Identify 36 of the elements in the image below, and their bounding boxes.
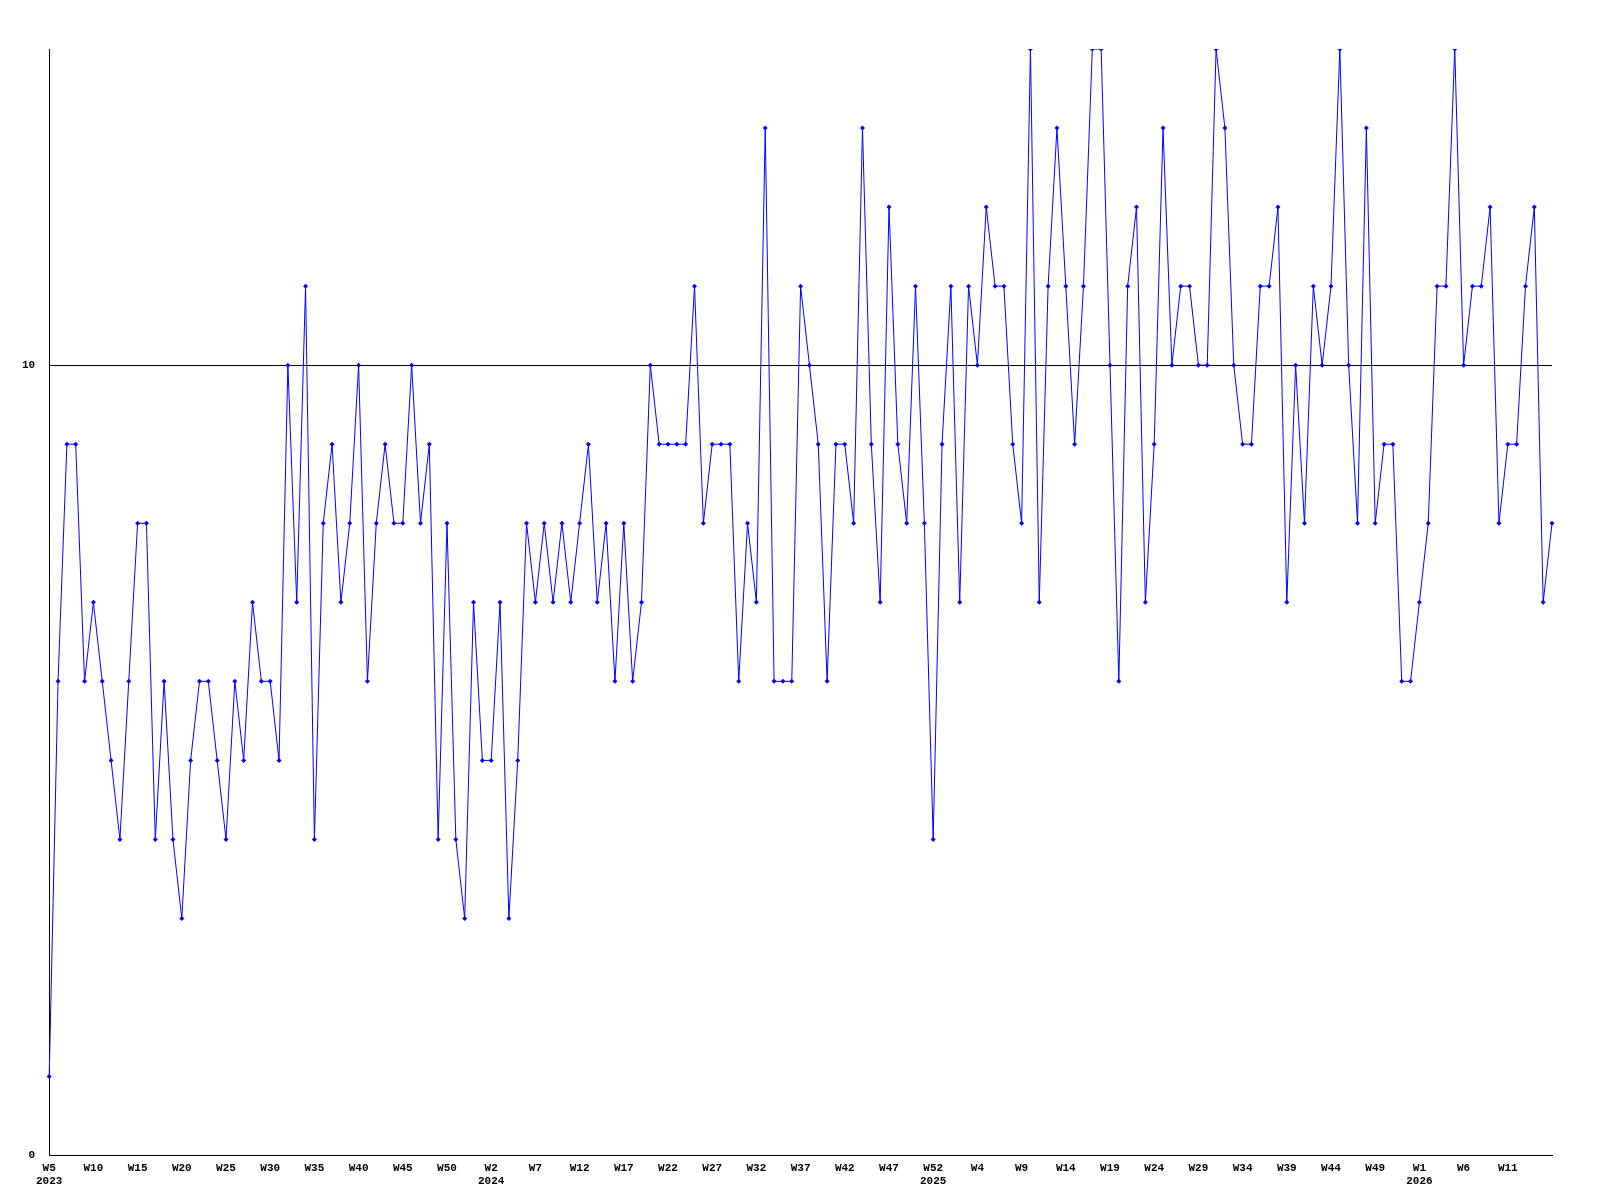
x-tick-label: W20 <box>171 1161 192 1174</box>
x-tick-label: W12 <box>569 1161 590 1174</box>
x-tick-label: W7 <box>528 1161 542 1174</box>
x-tick-label: W40 <box>348 1161 369 1174</box>
x-tick-label: W1 2026 <box>1406 1161 1433 1188</box>
x-tick-label: W34 <box>1232 1161 1253 1174</box>
x-tick-label: W30 <box>260 1161 281 1174</box>
x-tick-label: W24 <box>1144 1161 1165 1174</box>
x-tick-label: W44 <box>1321 1161 1342 1174</box>
x-tick-label: W19 <box>1100 1161 1120 1174</box>
x-tick-label: W9 <box>1015 1161 1029 1174</box>
x-tick-label: W27 <box>702 1161 723 1174</box>
y-tick-label: 10 <box>22 358 36 371</box>
x-tick-label: W4 <box>970 1161 985 1174</box>
x-tick-label: W45 <box>392 1161 414 1174</box>
x-tick-label: W25 <box>216 1161 237 1174</box>
x-tick-label: W37 <box>790 1161 811 1174</box>
x-tick-label: W14 <box>1055 1161 1077 1174</box>
x-tick-label: W32 <box>746 1161 767 1174</box>
x-tick-label: W35 <box>304 1161 325 1174</box>
x-tick-label: W22 <box>658 1161 678 1174</box>
x-tick-label: W42 <box>834 1161 855 1174</box>
x-tick-label: W50 <box>437 1161 457 1174</box>
x-tick-label: W49 <box>1365 1161 1386 1174</box>
x-tick-label: W39 <box>1276 1161 1297 1174</box>
y-tick-label: 0 <box>28 1149 36 1162</box>
x-tick-label: W6 <box>1457 1161 1471 1174</box>
x-tick-label: W52 2025 <box>920 1161 947 1188</box>
x-tick-label: W47 <box>879 1161 899 1174</box>
x-tick-label: W29 <box>1188 1161 1209 1174</box>
x-tick-label: W11 <box>1497 1161 1519 1174</box>
x-tick-label: W5 2023 <box>36 1161 63 1188</box>
x-tick-label: W17 <box>613 1161 634 1174</box>
x-tick-label: W10 <box>83 1161 104 1174</box>
x-tick-label: W15 <box>127 1161 148 1174</box>
x-tick-label: W2 2024 <box>478 1161 505 1188</box>
